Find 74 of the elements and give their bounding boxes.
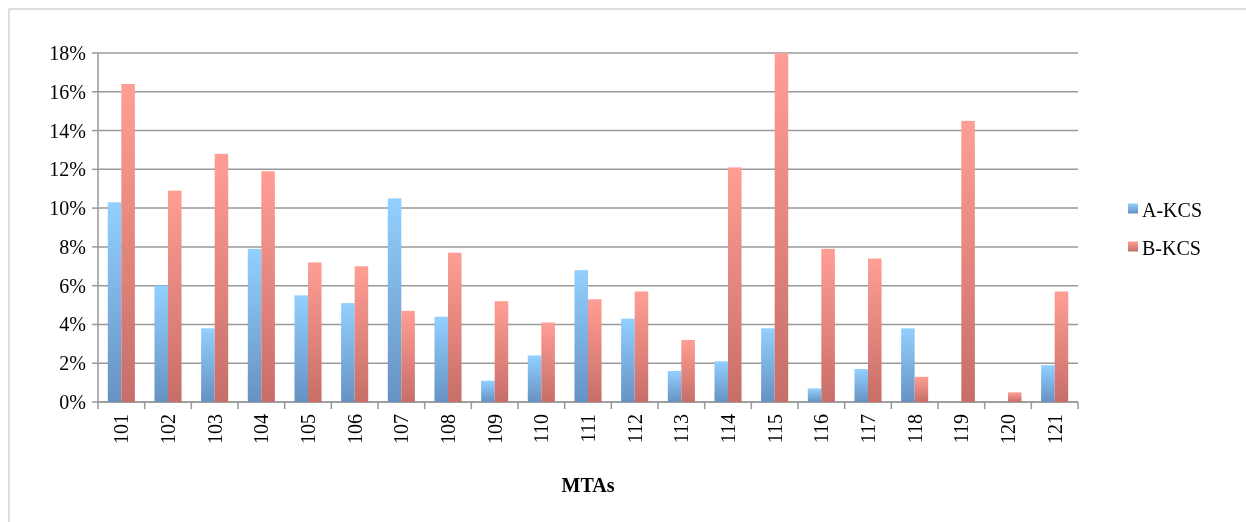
bar (481, 380, 495, 402)
bar (574, 270, 588, 402)
bar (901, 328, 915, 402)
bar (294, 295, 308, 402)
bar (401, 310, 415, 402)
y-tick-label: 6% (59, 274, 86, 297)
x-tick-label: 116 (810, 414, 833, 444)
bar (494, 301, 509, 402)
x-tick-label: 106 (343, 414, 366, 444)
bar (714, 361, 728, 402)
x-tick-label: 102 (157, 414, 179, 444)
x-tick-label: 110 (530, 414, 553, 444)
bar (354, 266, 369, 402)
bar (448, 252, 462, 402)
x-tick-label: 107 (390, 414, 413, 444)
x-tick-label: 111 (577, 414, 599, 443)
x-tick-label: 118 (903, 414, 926, 444)
bar (588, 299, 602, 402)
bar (107, 202, 122, 402)
bar (621, 318, 635, 402)
x-tick-label: 105 (297, 414, 319, 444)
bar (761, 328, 775, 402)
x-axis-title: MTAs (561, 474, 615, 496)
bar (527, 355, 542, 402)
bar (807, 388, 822, 402)
y-tick-label: 10% (49, 197, 86, 220)
x-tick-label: 109 (483, 414, 506, 444)
x-tick-label: 114 (717, 414, 739, 444)
bar (541, 322, 555, 402)
y-tick-label: 16% (49, 80, 86, 103)
bar (201, 328, 215, 402)
bar (308, 262, 322, 402)
legend-label: A-KCS (1142, 198, 1203, 221)
bar (168, 190, 182, 402)
x-tick-label: 121 (1043, 414, 1066, 444)
bar (341, 303, 355, 402)
y-tick-label: 4% (59, 313, 86, 336)
bar (434, 316, 448, 402)
bar (961, 120, 975, 402)
bar (121, 84, 135, 402)
bar (821, 248, 835, 402)
bar (914, 376, 929, 402)
x-tick-label: 104 (250, 414, 273, 444)
bar (214, 153, 229, 402)
bar (1054, 291, 1069, 402)
x-tick-label: 117 (857, 414, 879, 444)
y-tick-label: 18% (49, 42, 86, 64)
bar (634, 291, 649, 402)
x-tick-label: 101 (110, 414, 133, 444)
x-tick-label: 112 (623, 414, 646, 444)
x-tick-label: 120 (997, 414, 1019, 444)
y-tick-label: 12% (49, 158, 86, 181)
bar (1008, 392, 1022, 402)
x-tick-label: 113 (670, 414, 693, 444)
bar (681, 339, 695, 402)
bar (1041, 365, 1055, 402)
bar (667, 370, 682, 402)
y-tick-label: 8% (59, 235, 86, 258)
y-tick-label: 0% (59, 391, 86, 413)
x-tick-label: 103 (203, 414, 226, 444)
x-tick-label: 119 (950, 414, 973, 444)
y-tick-label: 14% (49, 119, 86, 142)
x-tick-label: 108 (437, 414, 459, 444)
bar (868, 258, 882, 402)
bar (728, 167, 742, 402)
bar (261, 171, 275, 402)
legend-label: B-KCS (1142, 236, 1201, 259)
bar (854, 369, 868, 402)
bar (154, 285, 168, 402)
x-tick-label: 115 (763, 414, 786, 444)
bar (774, 53, 789, 402)
bar (247, 248, 262, 402)
bar (387, 198, 402, 402)
y-tick-label: 2% (59, 352, 86, 375)
